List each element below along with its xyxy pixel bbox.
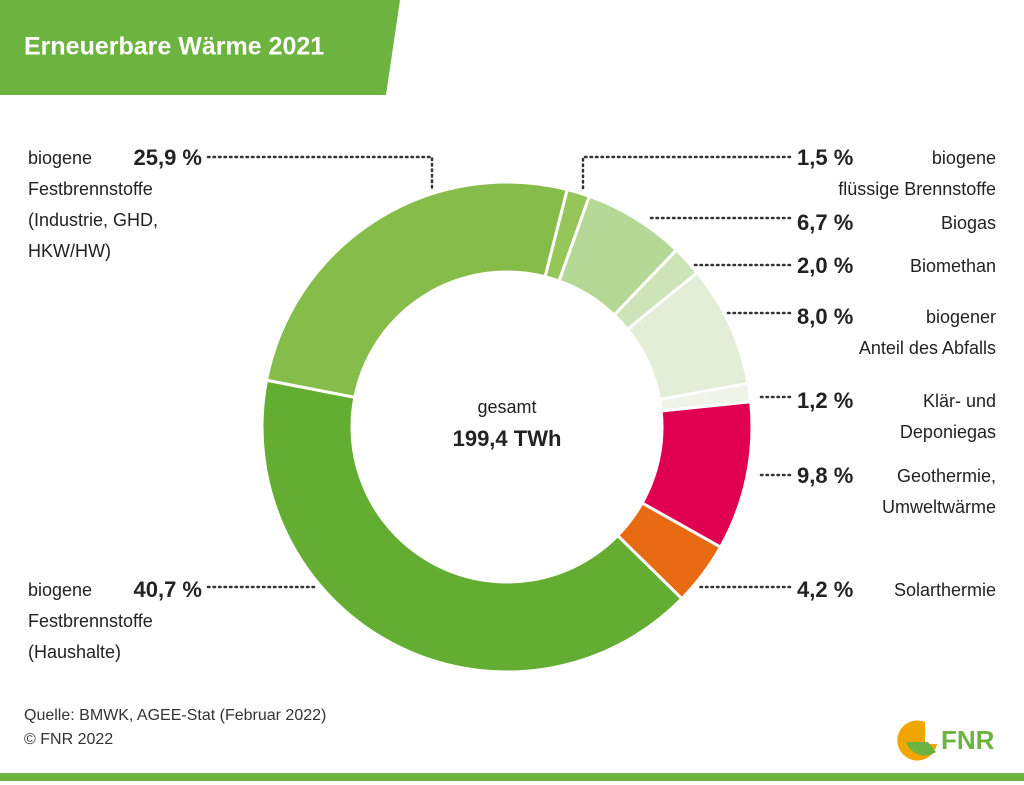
center-value: 199,4 TWh bbox=[453, 426, 562, 451]
category-label: Klär- und Deponiegas bbox=[899, 391, 996, 442]
value-label: 25,9 % bbox=[133, 145, 203, 170]
value-label: 9,8 % bbox=[797, 463, 854, 488]
category-label: biogener Anteil des Abfalls bbox=[858, 307, 996, 358]
category-label: biogene Festbrennstoffe (Industrie, GHD,… bbox=[28, 148, 159, 261]
value-label: 40,7 % bbox=[133, 577, 203, 602]
logo-icon bbox=[897, 720, 937, 761]
value-label: 1,5 % bbox=[797, 145, 854, 170]
value-label: 8,0 % bbox=[797, 304, 854, 329]
leader-line bbox=[206, 155, 434, 192]
category-label: Geothermie, Umweltwärme bbox=[881, 466, 996, 517]
category-label: biogene Festbrennstoffe (Haushalte) bbox=[28, 580, 153, 662]
value-label: 4,2 % bbox=[797, 577, 854, 602]
leader-line bbox=[581, 155, 792, 192]
category-label: Biogas bbox=[940, 213, 996, 233]
title-banner bbox=[0, 0, 400, 95]
donut-segment bbox=[260, 378, 684, 674]
source: Quelle: BMWK, AGEE-Stat (Februar 2022) ©… bbox=[24, 707, 327, 748]
logo-icon bbox=[906, 742, 936, 756]
value-label: 6,7 % bbox=[797, 210, 854, 235]
footer-bar bbox=[0, 773, 1024, 781]
donut-segment bbox=[264, 180, 570, 400]
chart-title: Erneuerbare Wärme 2021 bbox=[24, 33, 324, 61]
center-label: gesamt bbox=[477, 397, 536, 417]
value-label: 2,0 % bbox=[797, 253, 854, 278]
category-label: biogene flüssige Brennstoffe bbox=[838, 148, 996, 199]
category-label: Solarthermie bbox=[893, 580, 996, 600]
logo-text: FNR bbox=[941, 725, 995, 755]
category-label: Biomethan bbox=[909, 256, 996, 276]
value-label: 1,2 % bbox=[797, 388, 854, 413]
